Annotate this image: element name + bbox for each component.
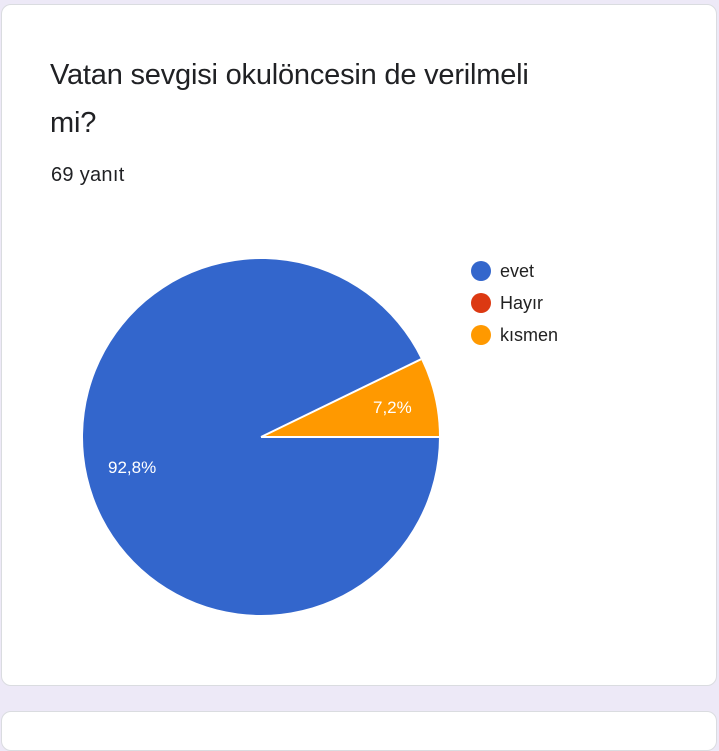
slice-label-evet: 92,8%: [108, 458, 156, 477]
legend-dot-icon: [471, 261, 491, 281]
legend-dot-icon: [471, 325, 491, 345]
legend-label: kısmen: [500, 324, 559, 345]
legend-label: evet: [500, 260, 535, 281]
legend-dot-icon: [471, 293, 491, 313]
legend-label: Hayır: [500, 292, 544, 313]
legend-item-evet[interactable]: evet: [471, 255, 558, 287]
chart-legend: evet Hayır kısmen: [471, 255, 558, 351]
legend-item-kismen[interactable]: kısmen: [471, 319, 558, 351]
pie-chart: 92,8% 7,2%: [83, 258, 440, 615]
response-count: 69 yanıt: [51, 164, 125, 186]
legend-item-hayir[interactable]: Hayır: [471, 287, 558, 319]
next-question-card: [1, 711, 717, 751]
pie-slice-kismen[interactable]: [261, 359, 439, 437]
question-title: Vatan sevgisi okulöncesin de verilmeli m…: [50, 59, 529, 139]
slice-label-kismen: 7,2%: [373, 398, 412, 417]
